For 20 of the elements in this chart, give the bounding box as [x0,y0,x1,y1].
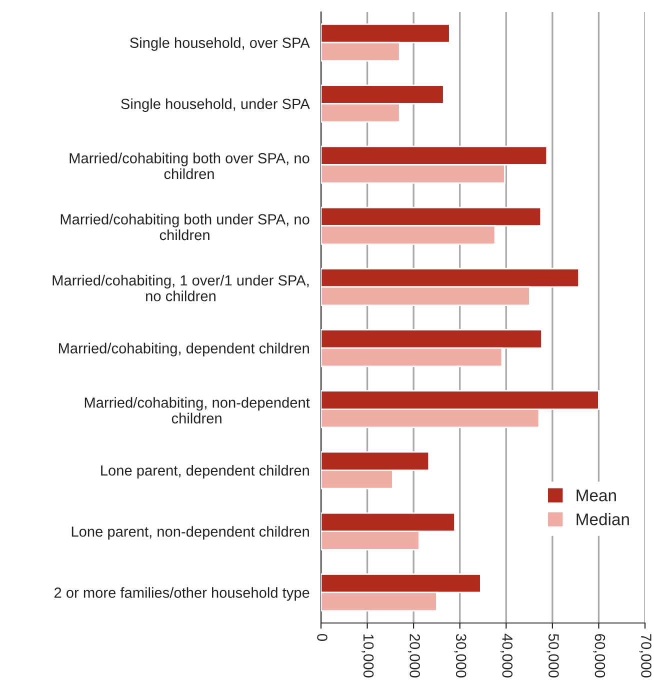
y-tick-label: Lone parent, non-dependent children [72,526,309,540]
y-tick-label: 2 or more families/other household type [54,587,310,601]
y-tick-label: Married/cohabiting both over SPA, no children [70,152,310,180]
x-tick-label: 20,000 [408,634,420,678]
x-tick-label: 10,000 [362,634,374,678]
legend-label: Median [576,513,629,526]
y-tick-label: Married/cohabiting, non-dependent children [84,397,310,424]
y-tick-label: Married/cohabiting, dependent children [58,342,309,356]
y-tick-label: Single household, over SPA [130,37,310,51]
y-tick-label: Married/cohabiting, 1 over/1 under SPA, no children [52,274,309,302]
x-tick-label: 50,000 [546,634,559,678]
y-tick-label: Single household, under SPA [121,98,310,112]
y-tick-label: Married/cohabiting both under SPA, no children [60,214,310,240]
x-tick-label: 0 [317,634,328,641]
legend-label: Mean [576,490,616,502]
x-tick-label: 60,000 [593,634,606,678]
y-tick-label: Lone parent, dependent children [101,464,309,479]
x-tick-label: 70,000 [639,634,652,678]
x-tick-label: 40,000 [500,634,513,678]
x-tick-label: 30,000 [454,634,466,678]
